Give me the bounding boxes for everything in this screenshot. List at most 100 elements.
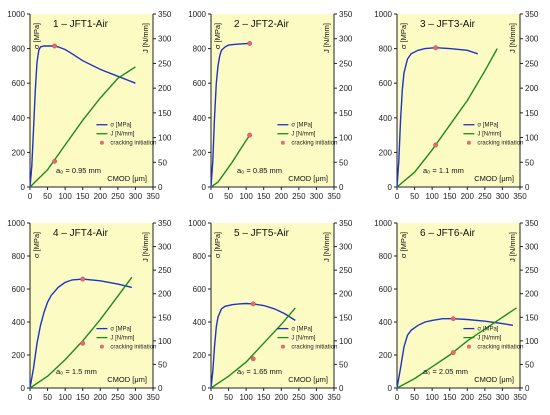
chart-title: 4 – JFT4-Air <box>53 228 109 239</box>
y-right-tick-label: 250 <box>158 266 172 275</box>
y-right-tick-label: 200 <box>525 290 539 299</box>
x-tick-label: 250 <box>292 192 306 201</box>
y-right-tick-label: 150 <box>158 313 172 322</box>
crack-length-annotation: a₀ = 2.05 mm <box>423 367 468 376</box>
y-right-axis-label: J [N/mm] <box>141 23 150 53</box>
y-right-tick-label: 100 <box>339 337 353 346</box>
y-right-tick-label: 150 <box>339 313 353 322</box>
x-tick-label: 100 <box>239 192 253 201</box>
x-tick-label: 50 <box>43 192 52 201</box>
plot-area <box>397 14 520 187</box>
legend-sigma-label: σ [MPa] <box>477 327 498 333</box>
y-right-tick-label: 0 <box>339 183 344 192</box>
chart-title: 5 – JFT5-Air <box>234 228 290 239</box>
legend-cracking-swatch <box>280 140 285 145</box>
y-right-tick-label: 50 <box>158 360 167 369</box>
x-tick-label: 100 <box>239 393 253 402</box>
legend-cracking-label: cracking initiation <box>477 345 523 351</box>
y-right-tick-label: 100 <box>158 337 172 346</box>
y-left-tick-label: 400 <box>193 114 207 123</box>
y-right-tick-label: 300 <box>339 35 353 44</box>
legend-sigma-label: σ [MPa] <box>110 327 131 333</box>
y-left-tick-label: 200 <box>12 148 26 157</box>
j-line <box>210 134 251 188</box>
y-left-tick-label: 600 <box>193 285 207 294</box>
cracking-initiation-marker <box>247 40 253 46</box>
sigma-line <box>29 278 133 389</box>
x-tick-label: 350 <box>146 192 160 201</box>
y-left-tick-label: 200 <box>379 351 393 360</box>
x-tick-label: 100 <box>425 393 439 402</box>
y-left-tick-label: 0 <box>388 384 393 393</box>
y-right-tick-label: 200 <box>339 290 353 299</box>
x-tick-label: 350 <box>327 192 341 201</box>
x-tick-label: 350 <box>327 393 341 402</box>
y-left-axis-label: σ [MPa] <box>399 23 408 49</box>
x-tick-label: 0 <box>28 192 33 201</box>
y-left-tick-label: 400 <box>379 318 393 327</box>
chart-panel-4: 0 50 100 150 200 250 300 3500200400600800100005… <box>7 219 172 402</box>
y-left-tick-label: 800 <box>193 45 207 54</box>
y-left-tick-label: 0 <box>202 183 207 192</box>
y-right-tick-label: 0 <box>158 183 163 192</box>
y-right-tick-label: 250 <box>339 266 353 275</box>
legend-j-label: J [N/mm] <box>110 336 134 342</box>
y-left-axis-label: σ [MPa] <box>213 232 222 258</box>
y-left-tick-label: 800 <box>379 45 393 54</box>
legend-j-label: J [N/mm] <box>110 132 134 138</box>
y-right-axis-label: J [N/mm] <box>508 232 517 262</box>
legend-cracking-swatch <box>466 344 471 349</box>
y-left-tick-label: 1000 <box>188 219 206 228</box>
cracking-initiation-marker <box>433 142 439 148</box>
x-tick-label: 0 <box>209 393 214 402</box>
crack-length-annotation: a₀ = 1.65 mm <box>237 367 282 376</box>
y-right-tick-label: 200 <box>158 84 172 93</box>
x-axis-label: CMOD [μm] <box>107 174 147 183</box>
y-right-tick-label: 350 <box>525 219 539 228</box>
crack-length-annotation: a₀ = 1.1 mm <box>423 166 464 175</box>
x-tick-label: 100 <box>58 192 72 201</box>
sigma-line <box>29 45 136 188</box>
x-tick-label: 150 <box>76 192 90 201</box>
legend-cracking-swatch <box>280 344 285 349</box>
legend-sigma-label: σ [MPa] <box>291 327 312 333</box>
legend-sigma-label: σ [MPa] <box>110 123 131 129</box>
plot-area <box>30 223 153 388</box>
y-right-tick-label: 50 <box>525 360 534 369</box>
chart-title: 2 – JFT2-Air <box>234 19 290 30</box>
y-right-tick-label: 100 <box>525 134 539 143</box>
x-tick-label: 50 <box>224 393 233 402</box>
x-tick-label: 350 <box>513 393 527 402</box>
y-right-tick-label: 0 <box>525 183 530 192</box>
x-tick-label: 250 <box>111 393 125 402</box>
x-tick-label: 200 <box>275 192 289 201</box>
y-right-tick-label: 100 <box>158 134 172 143</box>
plot-area <box>397 223 520 388</box>
y-left-axis-label: σ [MPa] <box>32 232 41 258</box>
y-left-tick-label: 400 <box>193 318 207 327</box>
chart-panel-2: 0 50 100 150 200 250 300 3500200400600800100005… <box>188 10 353 201</box>
y-right-axis-label: J [N/mm] <box>141 232 150 262</box>
y-right-tick-label: 350 <box>339 219 353 228</box>
x-tick-label: 200 <box>94 393 108 402</box>
y-right-tick-label: 300 <box>158 243 172 252</box>
legend-cracking-label: cracking initiation <box>110 141 156 147</box>
y-left-tick-label: 800 <box>193 252 207 261</box>
j-line <box>396 48 498 188</box>
j-line <box>210 307 296 389</box>
y-left-tick-label: 1000 <box>374 10 392 19</box>
crack-length-annotation: a₀ = 1.5 mm <box>56 367 97 376</box>
y-left-tick-label: 400 <box>12 114 26 123</box>
y-right-tick-label: 200 <box>158 290 172 299</box>
y-left-tick-label: 600 <box>379 79 393 88</box>
y-right-tick-label: 50 <box>525 158 534 167</box>
j-line <box>396 307 517 389</box>
y-right-tick-label: 300 <box>525 35 539 44</box>
plot-area <box>30 14 153 187</box>
cracking-initiation-marker <box>250 356 256 362</box>
legend-cracking-swatch <box>99 344 104 349</box>
sigma-line <box>210 42 250 188</box>
y-right-axis-label: J [N/mm] <box>508 23 517 53</box>
x-tick-label: 350 <box>513 192 527 201</box>
